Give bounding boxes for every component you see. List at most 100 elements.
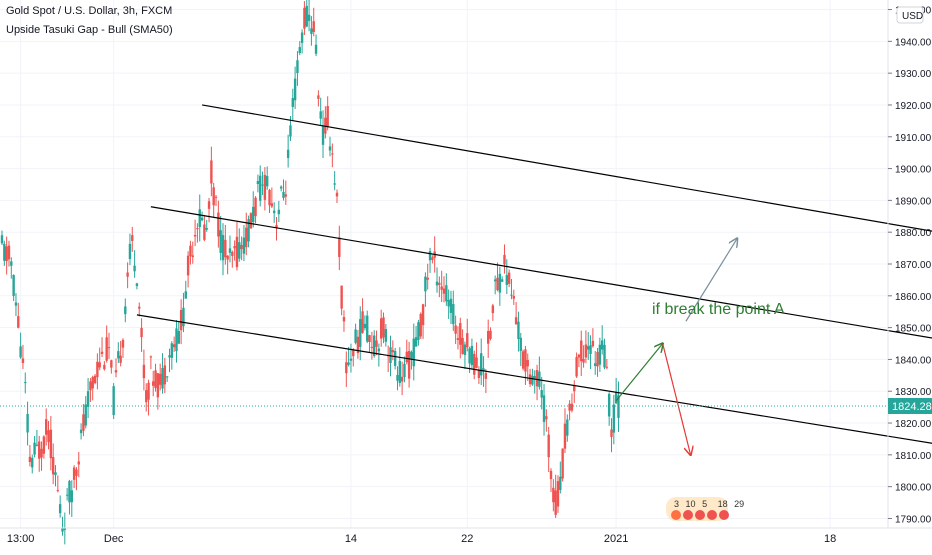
candle-body [345, 362, 348, 374]
candle [514, 302, 518, 325]
candle [396, 366, 399, 391]
candle [75, 467, 78, 491]
candle-body [480, 353, 483, 376]
candle [393, 347, 397, 370]
candle-body [175, 328, 178, 352]
candle [419, 312, 422, 340]
candle [503, 244, 506, 274]
candle [300, 29, 304, 54]
candle [333, 171, 336, 191]
candle [126, 262, 129, 289]
candle-body [384, 329, 388, 342]
candle [524, 345, 527, 385]
candle [370, 331, 374, 360]
candle-body [133, 265, 136, 272]
candle-body [600, 340, 604, 350]
candle [405, 339, 408, 365]
channel-line[interactable] [201, 104, 932, 382]
candle-body [184, 291, 187, 299]
candle-body [449, 298, 453, 313]
arrow-grey[interactable] [685, 239, 737, 322]
candle-body [131, 235, 134, 242]
candle [482, 356, 485, 387]
candle-body [496, 277, 499, 291]
candle [279, 185, 283, 192]
candle [456, 326, 460, 350]
candle-body [219, 230, 222, 253]
candle [263, 167, 267, 211]
candle-body [463, 344, 467, 355]
candle [466, 318, 469, 352]
candle-body [398, 361, 401, 384]
candle-body [177, 331, 180, 344]
price-axis[interactable]: 1790.00 1800.00 1810.00 1820.00 1830.00 1840.… [887, 0, 932, 528]
candle-body [224, 239, 227, 258]
candle [326, 96, 329, 131]
currency-badge[interactable]: USD [896, 6, 924, 24]
candle-body [268, 190, 271, 206]
candle [461, 329, 464, 355]
candle-body [28, 456, 32, 463]
candle-body [482, 368, 485, 372]
arrow-down[interactable] [662, 343, 691, 455]
candle-body [245, 227, 248, 248]
candle [82, 404, 85, 437]
candle-body [403, 363, 406, 377]
candle-body [154, 370, 157, 388]
candle-body [79, 429, 83, 434]
candle-body [286, 149, 290, 158]
candle-body [484, 373, 488, 379]
candle-body [424, 276, 427, 292]
candle-body [261, 184, 264, 186]
candle [447, 289, 450, 319]
candle [391, 340, 395, 361]
candle-body [86, 391, 90, 407]
candle-body [0, 235, 4, 244]
candle-body [284, 194, 288, 197]
candle [145, 383, 148, 412]
candle-body [605, 366, 609, 368]
candle [275, 217, 278, 241]
candle [238, 228, 241, 262]
candle [614, 377, 618, 405]
candle-body [405, 351, 408, 363]
price-tick-label: 1920.00 [895, 101, 932, 112]
candle [254, 196, 257, 224]
candle-body [114, 370, 118, 373]
candle [65, 488, 69, 501]
candle-body [186, 255, 190, 276]
candle-body [507, 272, 511, 284]
candle [182, 292, 185, 333]
candle-body [96, 361, 99, 378]
candle-body [438, 282, 441, 285]
candle-body [347, 362, 350, 365]
candle [298, 41, 301, 56]
candle [566, 414, 569, 442]
channel-line[interactable] [136, 314, 932, 519]
candle [519, 332, 522, 367]
candle-layer [0, 0, 620, 545]
events-markers[interactable]: 3 10 5 18 29 [666, 497, 744, 521]
event-dot [671, 510, 681, 520]
candle-body [107, 347, 111, 349]
candle-body [584, 344, 588, 358]
candle [131, 226, 134, 252]
candle-body [554, 490, 557, 515]
candle [172, 336, 176, 352]
candle-body [549, 470, 553, 480]
candle-body [10, 261, 13, 266]
candle [158, 363, 162, 391]
candle [58, 495, 62, 518]
time-axis[interactable]: 13:00Dec1422202118Feb15Mar [0, 527, 932, 545]
candle-body [596, 351, 599, 367]
candle [538, 356, 541, 390]
candle-body [407, 350, 411, 379]
candle [442, 276, 446, 303]
arrow-up[interactable] [615, 344, 663, 402]
candle-body [503, 254, 506, 265]
candle-body [359, 319, 362, 347]
candle-body [110, 360, 113, 368]
candle-body [612, 404, 616, 433]
channel-line[interactable] [150, 206, 932, 484]
